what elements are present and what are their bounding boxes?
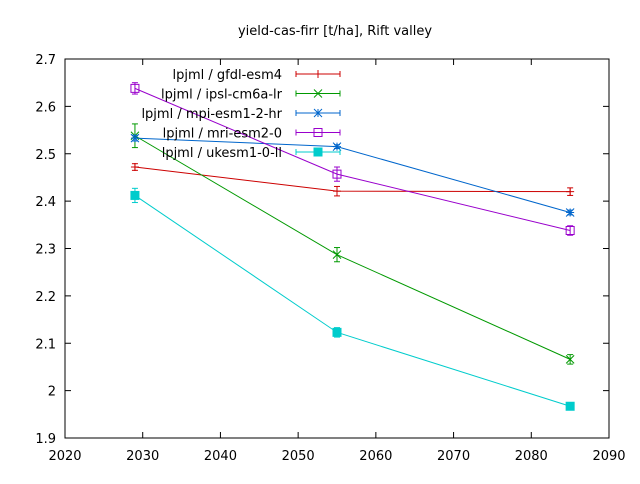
series-line bbox=[134, 195, 571, 407]
legend-marker bbox=[313, 108, 323, 118]
y-tick-label: 2.6 bbox=[35, 100, 56, 115]
y-tick-label: 2.1 bbox=[35, 337, 56, 352]
legend-marker bbox=[313, 147, 323, 157]
data-point bbox=[130, 133, 140, 143]
series-3 bbox=[130, 82, 575, 236]
y-tick-label: 2 bbox=[48, 385, 56, 400]
legend-marker bbox=[313, 89, 323, 98]
axes: 2020 2030 2040 2050 2060 2070 2080 2090 1.9 2 2.1 2… bbox=[35, 53, 625, 464]
legend-label: lpjml / ukesm1-0-ll bbox=[162, 146, 282, 161]
x-tick-label: 2030 bbox=[126, 449, 159, 464]
x-tick-label: 2050 bbox=[282, 449, 315, 464]
y-tick-label: 2.2 bbox=[35, 290, 56, 305]
data-point bbox=[565, 208, 575, 217]
x-tick-label: 2080 bbox=[515, 449, 548, 464]
data-point bbox=[130, 83, 140, 93]
series-0 bbox=[130, 163, 575, 197]
data-point bbox=[130, 163, 139, 172]
legend-label: lpjml / gfdl-esm4 bbox=[173, 68, 282, 83]
error-bar bbox=[334, 166, 340, 182]
legend-label: lpjml / mpi-esm1-2-hr bbox=[141, 107, 282, 122]
series-2 bbox=[130, 133, 575, 217]
y-tick-label: 2.5 bbox=[35, 148, 56, 163]
y-tick-label: 2.7 bbox=[35, 53, 56, 68]
legend-label: lpjml / mri-esm2-0 bbox=[163, 127, 282, 142]
data-point bbox=[565, 225, 575, 235]
x-tick-label: 2020 bbox=[48, 449, 81, 464]
x-tick-label: 2040 bbox=[204, 449, 237, 464]
series-layer bbox=[130, 82, 575, 411]
data-point bbox=[565, 355, 575, 364]
series-line bbox=[134, 135, 571, 360]
legend-entry: lpjml / ukesm1-0-ll bbox=[162, 146, 341, 161]
data-point bbox=[333, 187, 341, 196]
series-4 bbox=[130, 187, 575, 411]
legend: lpjml / gfdl-esm4 lpjml / ipsl-cm6a-lr lpj… bbox=[141, 68, 341, 161]
legend-marker bbox=[314, 70, 322, 78]
chart-title: yield-cas-firr [t/ha], Rift valley bbox=[238, 24, 432, 39]
data-point bbox=[332, 169, 342, 179]
x-tick-label: 2090 bbox=[592, 449, 625, 464]
x-tick-label: 2070 bbox=[437, 449, 470, 464]
y-tick-label: 2.4 bbox=[35, 195, 56, 210]
data-point bbox=[332, 327, 342, 337]
legend-entry: lpjml / mpi-esm1-2-hr bbox=[141, 107, 341, 122]
legend-entry: lpjml / ipsl-cm6a-lr bbox=[161, 88, 341, 103]
data-point bbox=[566, 187, 575, 196]
series-line bbox=[134, 166, 571, 193]
data-point bbox=[565, 401, 575, 411]
legend-label: lpjml / ipsl-cm6a-lr bbox=[161, 88, 283, 103]
y-tick-label: 2.3 bbox=[35, 243, 56, 258]
data-point bbox=[130, 190, 140, 200]
legend-entry: lpjml / gfdl-esm4 bbox=[173, 68, 341, 83]
y-tick-label: 1.9 bbox=[35, 432, 56, 447]
data-point bbox=[332, 250, 342, 260]
error-bar bbox=[567, 225, 574, 236]
legend-marker bbox=[313, 128, 323, 137]
legend-entry: lpjml / mri-esm2-0 bbox=[163, 127, 341, 142]
x-tick-label: 2060 bbox=[359, 449, 392, 464]
